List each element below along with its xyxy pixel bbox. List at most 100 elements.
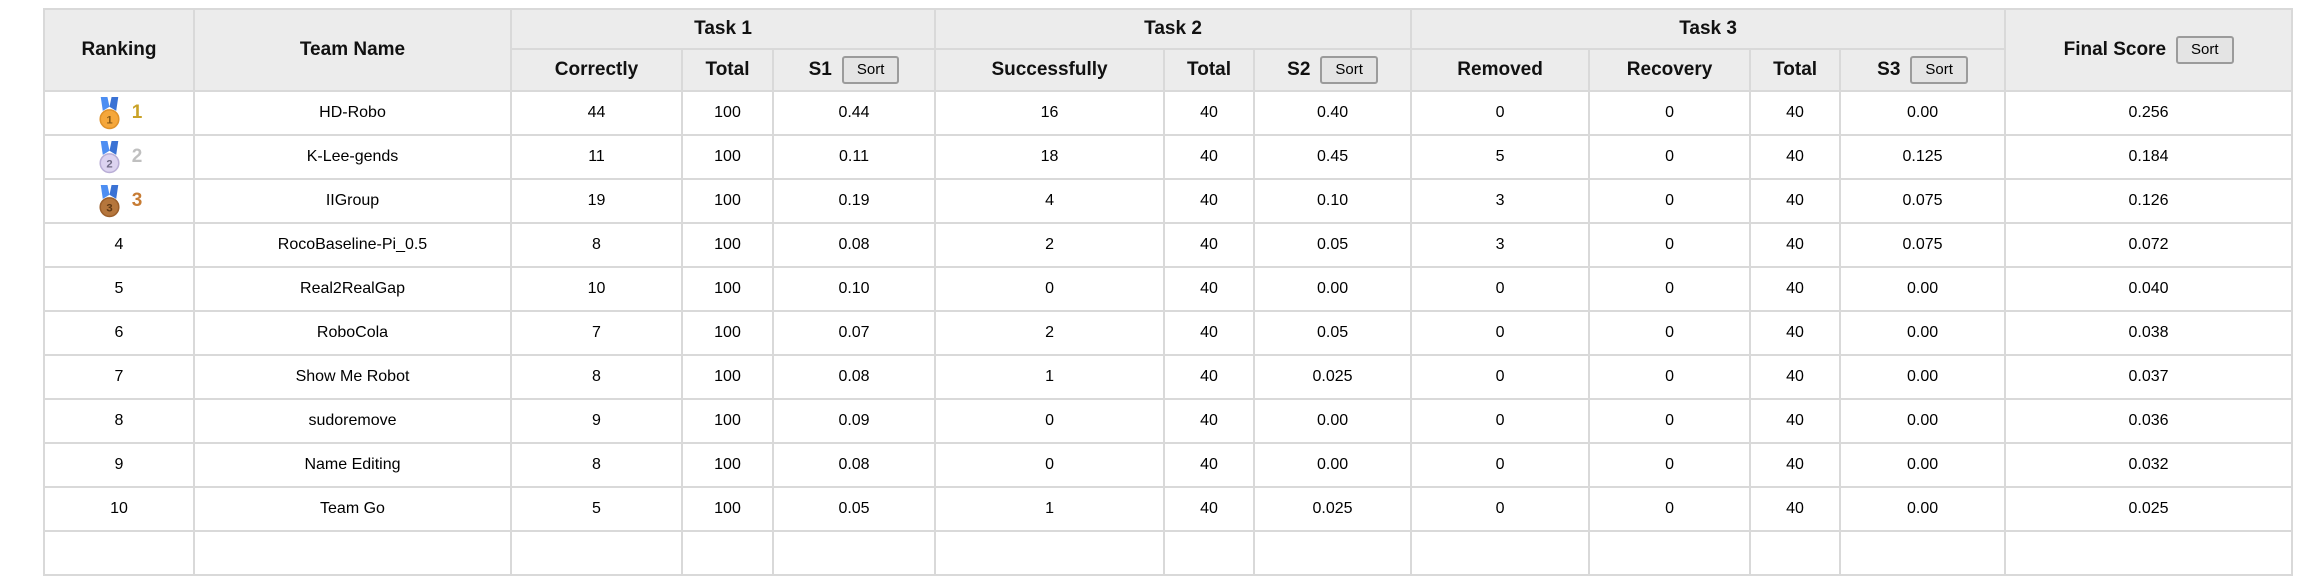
column-header-final-score: Final Score Sort bbox=[2004, 8, 2294, 92]
final-score-cell: 0.037 bbox=[2004, 354, 2294, 400]
s2-score-cell: 0.025 bbox=[1253, 486, 1413, 532]
task1-total-cell: 100 bbox=[681, 354, 774, 400]
rank-cell: 10 bbox=[43, 486, 195, 532]
header-sub-row: Correctly Total S1 Sort Successfully Tota… bbox=[44, 48, 2292, 92]
rank-cell: 7 bbox=[43, 354, 195, 400]
rank-number: 2 bbox=[131, 146, 143, 167]
rank-number: 8 bbox=[114, 412, 124, 429]
task3-removed-cell: 0 bbox=[1410, 266, 1591, 312]
sort-button-s2[interactable]: Sort bbox=[1320, 56, 1378, 84]
column-header-recovery: Recovery bbox=[1588, 48, 1752, 92]
s1-label: S1 bbox=[808, 59, 832, 80]
bronze-medal-icon: 3 bbox=[99, 184, 120, 217]
leaderboard: Ranking Team Name Task 1 Task 2 Task 3 F… bbox=[43, 8, 2294, 576]
group-header-task3: Task 3 bbox=[1410, 8, 2007, 50]
s1-score-cell: 0.44 bbox=[771, 90, 937, 136]
s1-score-cell: 0.11 bbox=[771, 134, 937, 180]
task1-total-cell bbox=[681, 530, 774, 576]
s1-score-cell: 0.08 bbox=[771, 354, 937, 400]
task3-total-cell: 40 bbox=[1749, 266, 1842, 312]
task3-removed-cell: 0 bbox=[1410, 442, 1591, 488]
s3-score-cell: 0.00 bbox=[1839, 486, 2007, 532]
s2-score-cell: 0.40 bbox=[1253, 90, 1413, 136]
task2-successfully-cell: 1 bbox=[934, 354, 1166, 400]
task1-total-cell: 100 bbox=[681, 398, 774, 444]
s3-score-cell: 0.075 bbox=[1839, 222, 2007, 268]
column-header-task2-total: Total bbox=[1163, 48, 1256, 92]
group-header-task2: Task 2 bbox=[934, 8, 1413, 50]
task1-total-cell: 100 bbox=[681, 222, 774, 268]
task2-successfully-cell: 16 bbox=[934, 90, 1166, 136]
sort-button-s3[interactable]: Sort bbox=[1910, 56, 1968, 84]
task3-removed-cell: 5 bbox=[1410, 134, 1591, 180]
s2-score-cell: 0.45 bbox=[1253, 134, 1413, 180]
task3-removed-cell: 3 bbox=[1410, 222, 1591, 268]
task3-total-cell: 40 bbox=[1749, 178, 1842, 224]
task3-recovery-cell: 0 bbox=[1588, 90, 1752, 136]
sort-button-s1[interactable]: Sort bbox=[841, 56, 900, 84]
task2-successfully-cell bbox=[934, 530, 1166, 576]
team-name-cell: Team Go bbox=[193, 486, 512, 532]
leaderboard-table: Ranking Team Name Task 1 Task 2 Task 3 F… bbox=[43, 8, 2294, 576]
s3-score-cell: 0.00 bbox=[1839, 266, 2007, 312]
task2-successfully-cell: 0 bbox=[934, 398, 1166, 444]
s3-score-cell: 0.00 bbox=[1839, 442, 2007, 488]
s3-score-cell: 0.00 bbox=[1839, 398, 2007, 444]
task3-total-cell: 40 bbox=[1749, 354, 1842, 400]
team-name-cell: sudoremove bbox=[193, 398, 512, 444]
task3-recovery-cell: 0 bbox=[1588, 178, 1752, 224]
final-score-cell: 0.072 bbox=[2004, 222, 2294, 268]
s1-score-cell bbox=[771, 530, 937, 576]
task1-total-cell: 100 bbox=[681, 134, 774, 180]
column-header-s3: S3 Sort bbox=[1839, 48, 2007, 92]
table-row: 7 Show Me Robot 8 100 0.08 1 40 0.025 0 … bbox=[43, 354, 2294, 400]
task3-removed-cell: 0 bbox=[1410, 90, 1591, 136]
task2-successfully-cell: 1 bbox=[934, 486, 1166, 532]
task1-total-cell: 100 bbox=[681, 266, 774, 312]
task3-recovery-cell: 0 bbox=[1588, 486, 1752, 532]
team-name-cell: RocoBaseline-Pi_0.5 bbox=[193, 222, 512, 268]
rank-cell: 5 bbox=[43, 266, 195, 312]
column-header-successfully: Successfully bbox=[934, 48, 1166, 92]
rank-number: 9 bbox=[114, 456, 124, 473]
rank-cell: 4 bbox=[43, 222, 195, 268]
task1-correctly-cell: 7 bbox=[510, 310, 683, 356]
s3-score-cell bbox=[1839, 530, 2007, 576]
column-header-team-name: Team Name bbox=[193, 8, 512, 92]
rank-number: 6 bbox=[114, 324, 124, 341]
task3-recovery-cell bbox=[1588, 530, 1752, 576]
s3-score-cell: 0.00 bbox=[1839, 310, 2007, 356]
rank-cell bbox=[43, 530, 195, 576]
task3-recovery-cell: 0 bbox=[1588, 442, 1752, 488]
task1-correctly-cell: 8 bbox=[510, 222, 683, 268]
team-name-cell: K-Lee-gends bbox=[193, 134, 512, 180]
rank-number: 10 bbox=[110, 500, 128, 517]
task3-total-cell: 40 bbox=[1749, 398, 1842, 444]
rank-cell: 9 bbox=[43, 442, 195, 488]
task1-total-cell: 100 bbox=[681, 442, 774, 488]
s2-score-cell: 0.00 bbox=[1253, 398, 1413, 444]
s2-score-cell: 0.025 bbox=[1253, 354, 1413, 400]
svg-text:1: 1 bbox=[106, 114, 112, 126]
task1-correctly-cell: 9 bbox=[510, 398, 683, 444]
s3-score-cell: 0.00 bbox=[1839, 90, 2007, 136]
s1-score-cell: 0.19 bbox=[771, 178, 937, 224]
s1-score-cell: 0.05 bbox=[771, 486, 937, 532]
task2-successfully-cell: 0 bbox=[934, 266, 1166, 312]
task3-total-cell: 40 bbox=[1749, 310, 1842, 356]
column-header-s1: S1 Sort bbox=[771, 48, 937, 92]
task2-successfully-cell: 0 bbox=[934, 442, 1166, 488]
task2-total-cell: 40 bbox=[1163, 354, 1256, 400]
sort-button-final-score[interactable]: Sort bbox=[2176, 36, 2234, 64]
table-header: Ranking Team Name Task 1 Task 2 Task 3 F… bbox=[43, 8, 2294, 92]
s2-score-cell: 0.00 bbox=[1253, 266, 1413, 312]
task3-removed-cell: 0 bbox=[1410, 398, 1591, 444]
s1-score-cell: 0.08 bbox=[771, 442, 937, 488]
task2-total-cell: 40 bbox=[1163, 266, 1256, 312]
task1-correctly-cell: 11 bbox=[510, 134, 683, 180]
task1-total-cell: 100 bbox=[681, 310, 774, 356]
